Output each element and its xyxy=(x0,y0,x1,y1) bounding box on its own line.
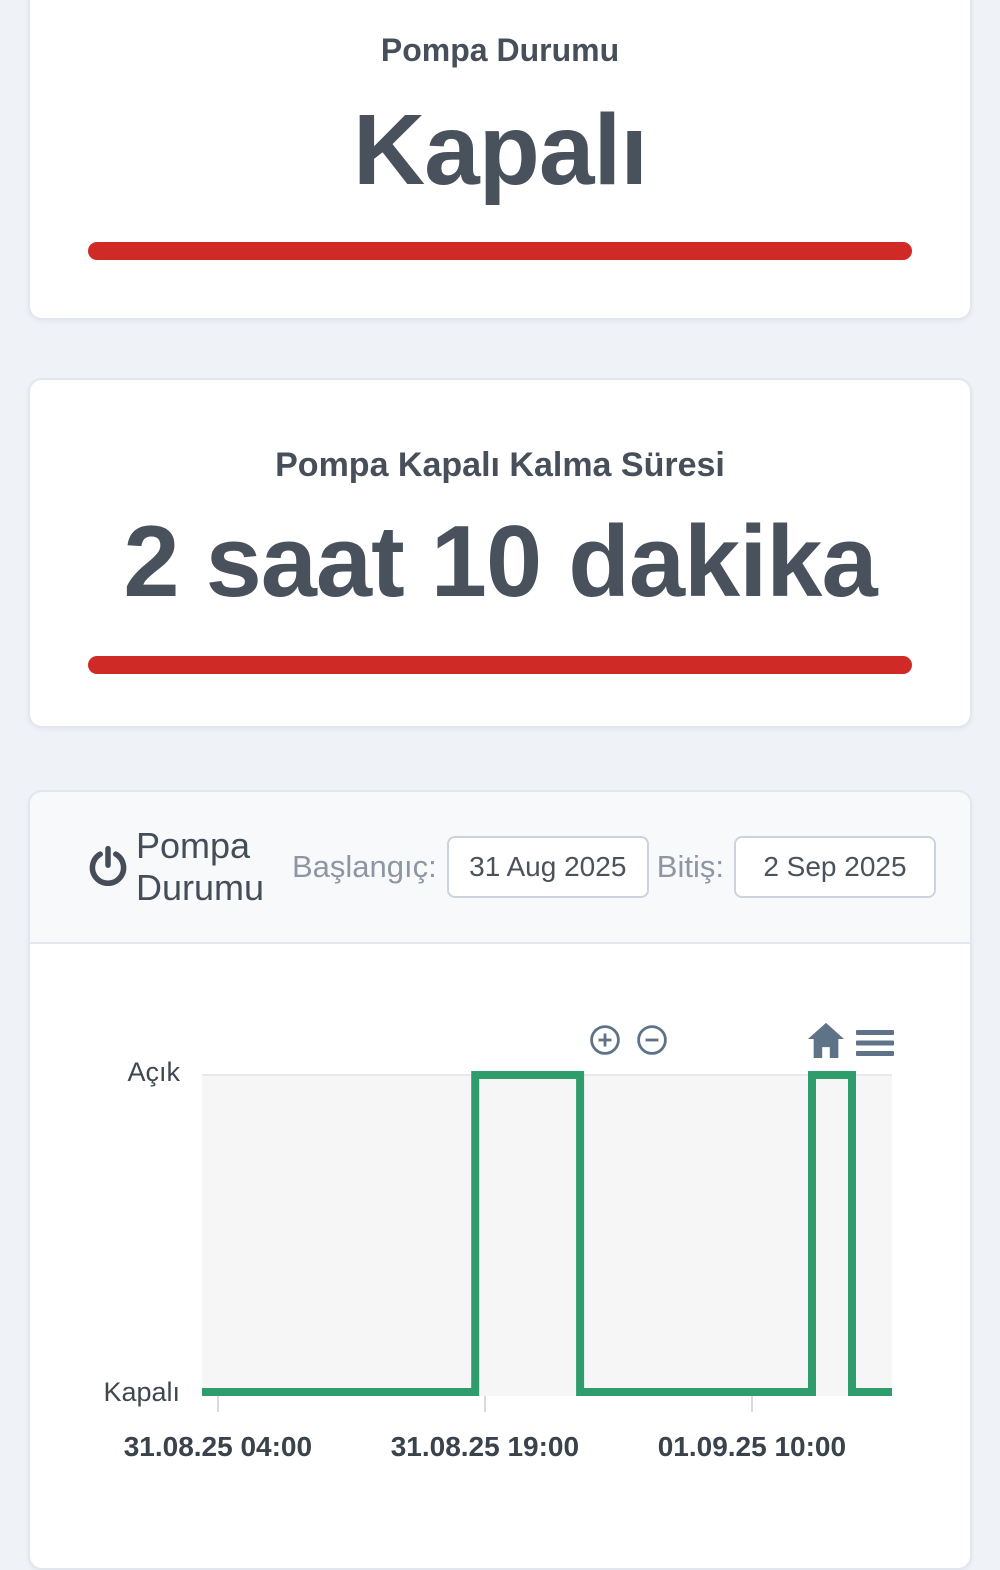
y-axis-label-kapali: Kapalı xyxy=(103,1377,180,1407)
chart-card: Pompa Durumu Başlangıç: Bitiş: xyxy=(28,790,972,1570)
status-card: Pompa Durumu Kapalı xyxy=(28,0,972,320)
power-icon xyxy=(89,845,127,886)
duration-card: Pompa Kapalı Kalma Süresi 2 saat 10 daki… xyxy=(28,378,972,728)
zoom-in-icon[interactable] xyxy=(589,1024,621,1056)
chart-card-header: Pompa Durumu Başlangıç: Bitiş: xyxy=(30,792,970,944)
end-date-label: Bitiş: xyxy=(656,849,724,884)
home-icon[interactable] xyxy=(807,1020,845,1060)
duration-value: 2 saat 10 dakika xyxy=(123,506,877,618)
x-tick-mark xyxy=(483,1396,486,1412)
chart-body: Açık Kapalı 31.08.25 04:00 31.08.25 19:0… xyxy=(30,944,970,1570)
y-axis-label-acik: Açık xyxy=(127,1057,180,1087)
x-tick-mark xyxy=(750,1396,753,1412)
duration-underline-bar xyxy=(88,656,912,674)
x-tick-mark xyxy=(216,1396,219,1412)
end-date-input[interactable] xyxy=(733,836,936,898)
status-value: Kapalı xyxy=(352,94,648,206)
status-card-title: Pompa Durumu xyxy=(380,32,620,68)
chart-title: Pompa Durumu xyxy=(136,825,265,908)
start-date-label: Başlangıç: xyxy=(292,849,437,884)
status-underline-bar xyxy=(88,242,912,260)
x-tick-label: 01.09.25 10:00 xyxy=(657,1431,847,1462)
x-tick-label: 31.08.25 04:00 xyxy=(123,1431,313,1462)
menu-icon[interactable] xyxy=(856,1030,894,1056)
duration-card-title: Pompa Kapalı Kalma Süresi xyxy=(275,446,725,484)
start-date-input[interactable] xyxy=(446,836,649,898)
plot-area[interactable] xyxy=(202,1074,892,1396)
zoom-out-icon[interactable] xyxy=(636,1024,668,1056)
x-tick-label: 31.08.25 19:00 xyxy=(390,1431,580,1462)
